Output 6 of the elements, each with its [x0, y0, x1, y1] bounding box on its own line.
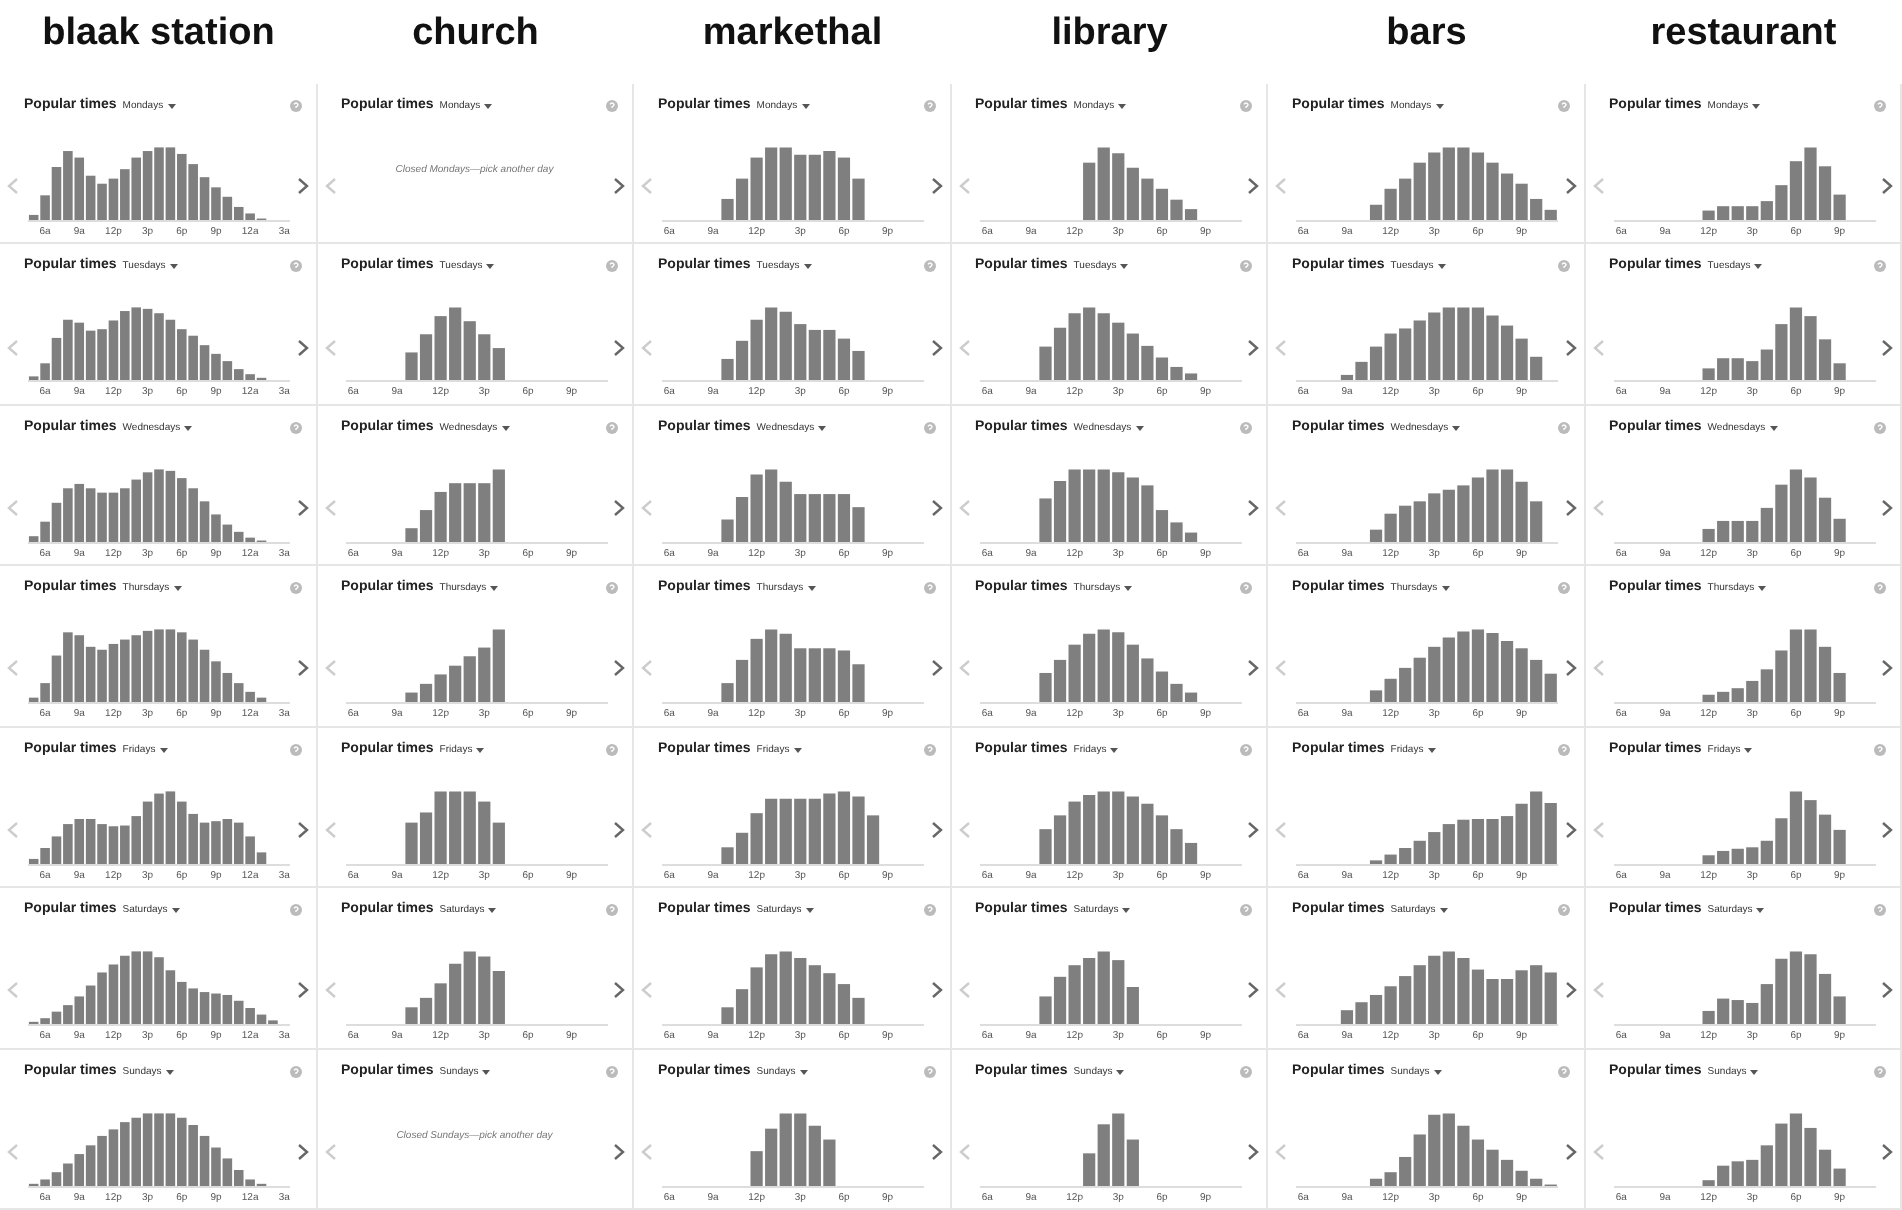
text: library — [1049, 12, 1170, 56]
text: markethal — [700, 12, 885, 56]
text: restaurant — [1648, 12, 1839, 56]
text: church — [410, 12, 541, 56]
text: bars — [1384, 12, 1469, 56]
text: blaak station — [40, 12, 277, 56]
